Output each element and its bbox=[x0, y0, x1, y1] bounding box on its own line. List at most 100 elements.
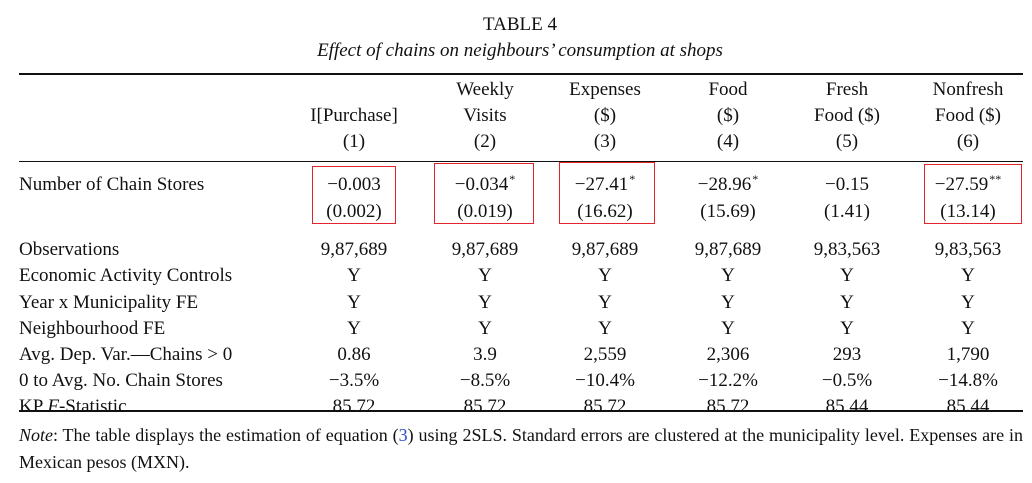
table-cell: 85.72 bbox=[706, 396, 750, 417]
bottom-rule bbox=[19, 410, 1023, 412]
highlight-box bbox=[924, 164, 1022, 224]
row-label: Avg. Dep. Var.—Chains > 0 bbox=[19, 344, 233, 365]
column-header-5-num: (5) bbox=[835, 131, 859, 152]
table-cell: 85.44 bbox=[825, 396, 869, 417]
table-cell: Y bbox=[840, 318, 854, 339]
table-cell: Y bbox=[347, 292, 361, 313]
kp-label-italic: F bbox=[47, 396, 59, 417]
table-cell: Y bbox=[721, 318, 735, 339]
note-text-after: ) using 2SLS. Standard errors are cluste… bbox=[19, 425, 1023, 472]
significance-stars: ** bbox=[989, 172, 1002, 186]
row-label: 0 to Avg. No. Chain Stores bbox=[19, 370, 223, 391]
table-cell: Y bbox=[478, 318, 492, 339]
equation-reference-link[interactable]: 3 bbox=[398, 425, 408, 445]
table-cell: Y bbox=[478, 265, 492, 286]
column-header-3-line1: Expenses bbox=[569, 79, 641, 100]
coefficient-cell: −28.96* bbox=[698, 172, 758, 198]
column-header-1-num: (1) bbox=[342, 131, 366, 152]
standard-error-value: (1.41) bbox=[824, 201, 870, 222]
table-cell: −12.2% bbox=[698, 370, 758, 391]
column-header-1-line2: I[Purchase] bbox=[310, 105, 398, 126]
column-header-4-line1: Food bbox=[708, 79, 748, 100]
coefficient-value: −0.034 bbox=[454, 174, 509, 195]
column-header-6-line2: Food ($) bbox=[935, 105, 1001, 126]
table-cell: 9,87,689 bbox=[694, 239, 762, 260]
row-label: Economic Activity Controls bbox=[19, 265, 233, 286]
table-cell: 9,87,689 bbox=[320, 239, 388, 260]
table-cell: 9,87,689 bbox=[571, 239, 639, 260]
table-cell: Y bbox=[347, 318, 361, 339]
top-rule bbox=[19, 73, 1023, 75]
table-cell: Y bbox=[961, 318, 975, 339]
coefficient-value: −27.41 bbox=[574, 174, 629, 195]
table-cell: 1,790 bbox=[946, 344, 990, 365]
table-cell: −0.5% bbox=[821, 370, 873, 391]
standard-error-value: (13.14) bbox=[940, 201, 996, 222]
table-cell: Y bbox=[598, 318, 612, 339]
table-cell: 3.9 bbox=[473, 344, 497, 365]
column-header-2-num: (2) bbox=[473, 131, 497, 152]
table-cell: 85.72 bbox=[332, 396, 376, 417]
standard-error-value: (15.69) bbox=[700, 201, 756, 222]
table-cell: 85.72 bbox=[463, 396, 507, 417]
coefficient-value: −0.15 bbox=[825, 174, 869, 195]
table-cell: −3.5% bbox=[328, 370, 380, 391]
table-subtitle: Effect of chains on neighbours’ consumpt… bbox=[317, 40, 723, 61]
note-text-before: : The table displays the estimation of e… bbox=[53, 425, 399, 445]
column-header-4-num: (4) bbox=[716, 131, 740, 152]
significance-stars: * bbox=[509, 172, 516, 186]
coefficient-value: −28.96 bbox=[697, 174, 752, 195]
coefficient-value: −0.003 bbox=[327, 174, 381, 195]
row-label: Neighbourhood FE bbox=[19, 318, 166, 339]
table-cell: −10.4% bbox=[575, 370, 635, 391]
column-header-6-num: (6) bbox=[956, 131, 980, 152]
significance-stars: * bbox=[629, 172, 636, 186]
table-cell: −8.5% bbox=[459, 370, 511, 391]
table-cell: −14.8% bbox=[938, 370, 998, 391]
kp-label-suffix: -Statistic bbox=[58, 396, 127, 417]
table-cell: 9,87,689 bbox=[451, 239, 519, 260]
kp-label-prefix: KP bbox=[19, 396, 48, 417]
header-rule bbox=[19, 161, 1023, 162]
coefficient-cell: −27.41* bbox=[575, 172, 635, 198]
column-header-2-line2: Visits bbox=[463, 105, 507, 126]
table-cell: Y bbox=[598, 265, 612, 286]
table-cell: Y bbox=[721, 265, 735, 286]
note-label: Note bbox=[19, 425, 53, 445]
column-header-5-line2: Food ($) bbox=[814, 105, 880, 126]
table-cell: 2,306 bbox=[706, 344, 750, 365]
table-cell: 2,559 bbox=[583, 344, 627, 365]
coefficient-cell: −0.15 bbox=[825, 172, 869, 198]
highlight-box bbox=[559, 162, 655, 224]
table-title: TABLE 4 bbox=[483, 14, 557, 35]
standard-error-value: (16.62) bbox=[577, 201, 633, 222]
table-cell: Y bbox=[961, 265, 975, 286]
significance-stars: * bbox=[752, 172, 759, 186]
table-cell: Y bbox=[478, 292, 492, 313]
table-cell: Y bbox=[721, 292, 735, 313]
table-cell: 9,83,563 bbox=[934, 239, 1002, 260]
highlight-box bbox=[312, 166, 396, 224]
column-header-3-line2: ($) bbox=[593, 105, 617, 126]
highlight-box bbox=[434, 163, 534, 224]
table-cell: Y bbox=[840, 265, 854, 286]
table-cell: 85.44 bbox=[946, 396, 990, 417]
table-cell: 9,83,563 bbox=[813, 239, 881, 260]
table-cell: 85.72 bbox=[583, 396, 627, 417]
coefficient-cell: −0.034* bbox=[455, 172, 515, 198]
column-header-5-line1: Fresh bbox=[825, 79, 869, 100]
row-label: Observations bbox=[19, 239, 120, 260]
table-cell: Y bbox=[347, 265, 361, 286]
row-label-kp-statistic: KP F-Statistic bbox=[19, 394, 127, 420]
standard-error-value: (0.019) bbox=[457, 201, 513, 222]
column-header-3-num: (3) bbox=[593, 131, 617, 152]
column-header-2-line1: Weekly bbox=[456, 79, 514, 100]
table-cell: Y bbox=[598, 292, 612, 313]
coefficient-cell: −0.003 bbox=[327, 172, 380, 198]
table-cell: 0.86 bbox=[337, 344, 371, 365]
row-label: Number of Chain Stores bbox=[19, 174, 205, 195]
table-note: Note: The table displays the estimation … bbox=[19, 422, 1023, 476]
column-header-6-line1: Nonfresh bbox=[932, 79, 1004, 100]
row-label: Year x Municipality FE bbox=[19, 292, 199, 313]
standard-error-value: (0.002) bbox=[326, 201, 382, 222]
